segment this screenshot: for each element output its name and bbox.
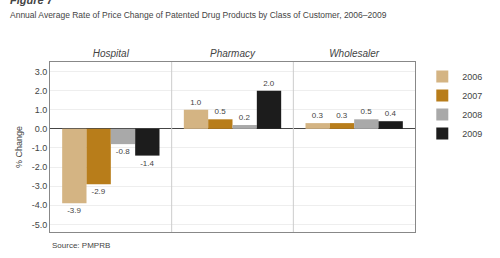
svg-text:3.0: 3.0 [35, 67, 48, 77]
svg-text:0.0: 0.0 [35, 124, 48, 134]
svg-text:-4.0: -4.0 [32, 200, 48, 210]
svg-text:2009: 2009 [462, 129, 482, 139]
svg-text:Source: PMPRB: Source: PMPRB [52, 241, 110, 250]
svg-text:-1.4: -1.4 [140, 159, 154, 168]
svg-text:-3.0: -3.0 [32, 181, 48, 191]
svg-text:2006: 2006 [462, 72, 482, 82]
svg-text:0.5: 0.5 [214, 107, 226, 116]
svg-text:0.2: 0.2 [239, 113, 251, 122]
svg-text:-3.9: -3.9 [67, 206, 81, 215]
svg-text:2.0: 2.0 [263, 79, 275, 88]
svg-text:0.5: 0.5 [360, 107, 372, 116]
svg-text:-2.0: -2.0 [32, 162, 48, 172]
svg-text:2.0: 2.0 [35, 86, 48, 96]
svg-text:Hospital: Hospital [93, 48, 130, 59]
svg-text:Figure 7Annual Average Rate of: Figure 7Annual Average Rate of Price Cha… [10, 0, 387, 20]
svg-text:2008: 2008 [462, 110, 482, 120]
svg-text:0.4: 0.4 [385, 109, 397, 118]
svg-text:Wholesaler: Wholesaler [329, 48, 380, 59]
svg-text:Pharmacy: Pharmacy [210, 48, 256, 59]
svg-text:-2.9: -2.9 [91, 187, 105, 196]
svg-text:% Change: % Change [14, 126, 24, 168]
svg-text:-1.0: -1.0 [32, 143, 48, 153]
svg-text:1.0: 1.0 [35, 105, 48, 115]
svg-text:-5.0: -5.0 [32, 220, 48, 230]
svg-text:0.3: 0.3 [312, 111, 324, 120]
svg-text:-0.8: -0.8 [116, 147, 130, 156]
svg-text:2007: 2007 [462, 91, 482, 101]
svg-text:0.3: 0.3 [336, 111, 348, 120]
svg-text:1.0: 1.0 [190, 98, 202, 107]
